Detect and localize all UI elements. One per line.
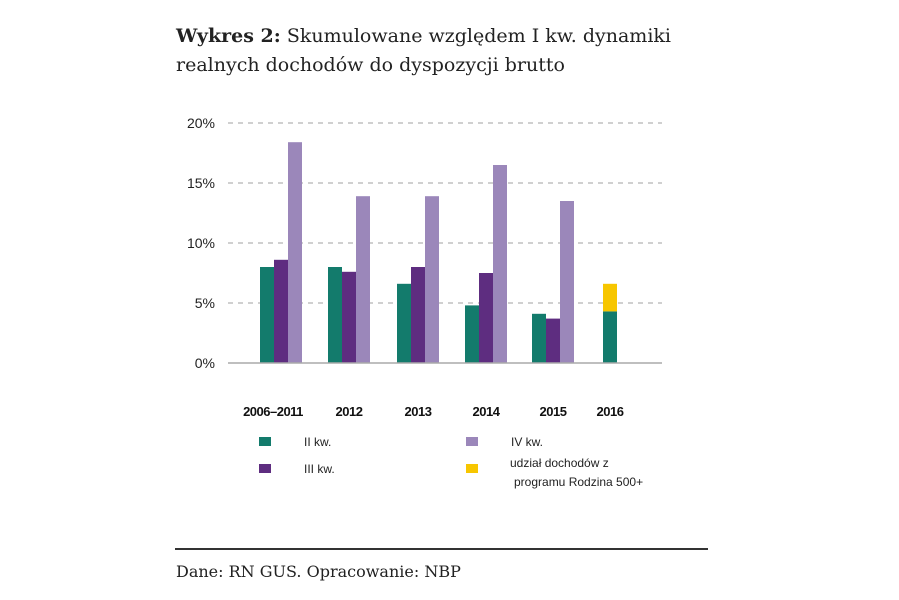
bar-q2 [397,283,411,363]
x-tick-label: 2016 [597,404,624,419]
chart-label: Wykres 2: [176,25,281,47]
bar-q2 [260,267,274,363]
legend-label: IV kw. [511,435,543,449]
y-tick-label: 5% [195,295,215,311]
legend-swatch [466,437,478,446]
bar-q4 [493,165,507,363]
y-tick-label: 20% [187,115,215,131]
source-note: Dane: RN GUS. Opracowanie: NBP [176,562,461,581]
x-tick-label: 2015 [540,404,567,419]
x-tick-label: 2013 [405,404,432,419]
legend-label: III kw. [304,462,335,476]
x-tick-label: 2006–2011 [243,404,303,419]
legend-label: II kw. [304,435,331,449]
y-tick-label: 0% [195,355,215,371]
bar-q4 [288,142,302,363]
y-tick-label: 10% [187,235,215,251]
bar-q3 [342,271,356,363]
bar-q3 [274,259,288,363]
bar-q2 [465,305,479,363]
chart-title: Wykres 2: Skumulowane względem I kw. dyn… [176,22,736,80]
bar-q4 [356,196,370,363]
bar-q3 [479,273,493,363]
bar-rodzina-500 [603,283,617,312]
divider [175,548,708,550]
x-tick-label: 2012 [336,404,363,419]
bar-q2 [328,267,342,363]
chart-title-text: Skumulowane względem I kw. dynamiki real… [176,25,671,76]
legend-label: udział dochodów z [510,456,609,470]
bar-q2 [603,311,617,363]
bar-q4 [560,201,574,363]
legend-swatch [259,464,271,473]
y-tick-label: 15% [187,175,215,191]
bar-q3 [411,267,425,363]
x-tick-label: 2014 [473,404,501,419]
legend-swatch [466,464,478,473]
legend-label: programu Rodzina 500+ [514,475,643,489]
legend-swatch [259,437,271,446]
bar-q3 [546,318,560,363]
bar-q4 [425,196,439,363]
bar-q2 [532,313,546,363]
